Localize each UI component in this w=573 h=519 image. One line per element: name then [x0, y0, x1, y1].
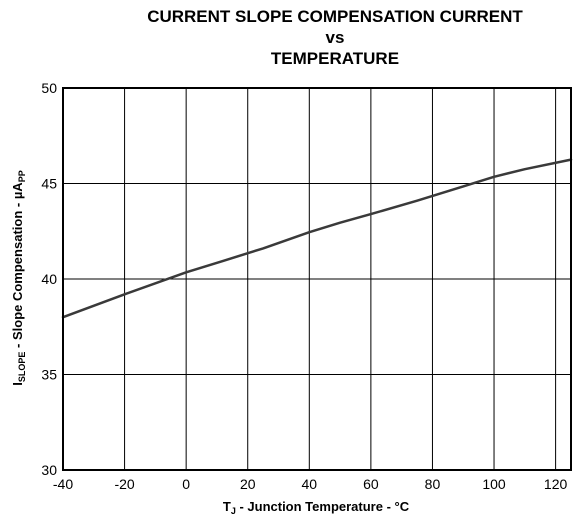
x-tick-label: 20: [240, 476, 256, 492]
x-tick-label: 100: [482, 476, 506, 492]
y-axis-label: ISLOPE - Slope Compensation - µAPP: [10, 170, 27, 385]
x-tick-label: 120: [544, 476, 568, 492]
chart-title: CURRENT SLOPE COMPENSATION CURRENT vs TE…: [147, 7, 523, 68]
x-tick-label: -20: [114, 476, 134, 492]
series-line-0: [61, 158, 573, 319]
x-axis-label-main: T: [223, 499, 231, 514]
x-tick-label: 60: [363, 476, 379, 492]
plot-frame: [62, 87, 572, 471]
y-axis-label-sub2: PP: [17, 170, 27, 182]
chart-title-line-1: CURRENT SLOPE COMPENSATION CURRENT: [147, 7, 523, 26]
y-axis-label-sub: SLOPE: [17, 352, 27, 383]
x-axis-label: TJ - Junction Temperature - °C: [223, 499, 410, 516]
chart-title-line-2: vs: [326, 28, 345, 47]
y-tick-label: 40: [41, 271, 57, 287]
x-tick-label: 0: [182, 476, 190, 492]
chart-title-line-3: TEMPERATURE: [271, 49, 399, 68]
y-tick-label: 50: [41, 80, 57, 96]
x-tick-label: -40: [53, 476, 73, 492]
x-tick-label: 40: [302, 476, 318, 492]
x-axis-ticks: -40 -20 0 20 40 60 80 100 120: [53, 476, 568, 492]
grid: [63, 88, 571, 470]
x-axis-label-sub: J: [231, 506, 236, 516]
y-axis-ticks: 30 35 40 45 50: [41, 80, 57, 478]
y-tick-label: 30: [41, 462, 57, 478]
y-axis-label-mid: - Slope Compensation - µA: [10, 182, 25, 352]
x-axis-label-rest: - Junction Temperature - °C: [236, 499, 410, 514]
y-axis-label-main: I: [10, 382, 25, 386]
x-tick-label: 80: [425, 476, 441, 492]
y-tick-label: 45: [41, 176, 57, 192]
series-group: [61, 158, 573, 319]
y-tick-label: 35: [41, 367, 57, 383]
